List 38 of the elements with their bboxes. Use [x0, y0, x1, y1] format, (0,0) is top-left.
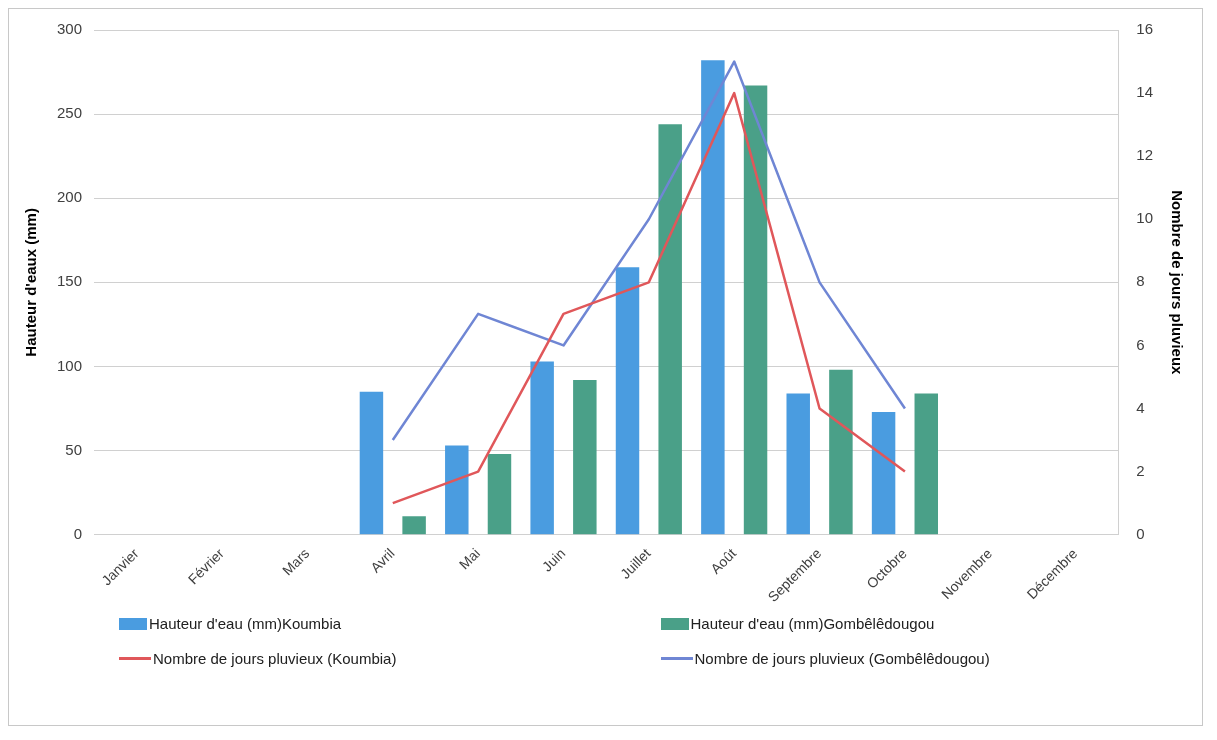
- bar: [701, 60, 725, 535]
- legend-label: Hauteur d'eau (mm)Koumbia: [149, 615, 342, 632]
- bar: [829, 369, 853, 535]
- y-axis-title: Hauteur d'eaux (mm): [22, 208, 40, 357]
- bar: [530, 361, 554, 535]
- x-tick-label: Mai: [455, 545, 483, 573]
- y-tick-label: 0: [73, 524, 83, 542]
- bar: [615, 267, 640, 535]
- y-tick-label: 200: [57, 188, 83, 206]
- y2-tick-label: 16: [1136, 20, 1153, 38]
- bar: [914, 393, 938, 535]
- y2-tick-label: 14: [1136, 83, 1153, 101]
- y2-tick-label: 2: [1136, 461, 1145, 479]
- legend-label: Hauteur d'eau (mm)Gombêlêdougou: [690, 615, 935, 632]
- legend-label: Nombre de jours pluvieux (Koumbia): [153, 650, 397, 667]
- bar: [871, 411, 896, 535]
- x-tick-label: Juin: [538, 545, 569, 575]
- y2-axis-title: Nombre de jours pluvieux: [1168, 190, 1186, 376]
- y-tick-label: 300: [57, 20, 83, 38]
- y-tick-label: 100: [57, 356, 83, 374]
- bar: [445, 445, 469, 535]
- y2-tick-label: 4: [1136, 398, 1145, 416]
- bar: [786, 393, 810, 535]
- y2-tick-label: 0: [1136, 524, 1145, 542]
- y-tick-label: 50: [65, 440, 83, 458]
- bar: [487, 453, 512, 535]
- bar: [573, 379, 597, 535]
- bar: [359, 391, 384, 535]
- y2-tick-label: 12: [1136, 146, 1153, 164]
- legend-label: Nombre de jours pluvieux (Gombêlêdougou): [694, 650, 990, 667]
- y2-tick-label: 10: [1136, 209, 1153, 227]
- bar: [743, 85, 768, 535]
- y2-tick-label: 8: [1136, 272, 1145, 290]
- bar: [402, 516, 426, 535]
- y-tick-label: 250: [57, 104, 83, 122]
- y-tick-label: 150: [57, 272, 83, 290]
- bar: [658, 124, 682, 535]
- y2-tick-label: 6: [1136, 335, 1145, 353]
